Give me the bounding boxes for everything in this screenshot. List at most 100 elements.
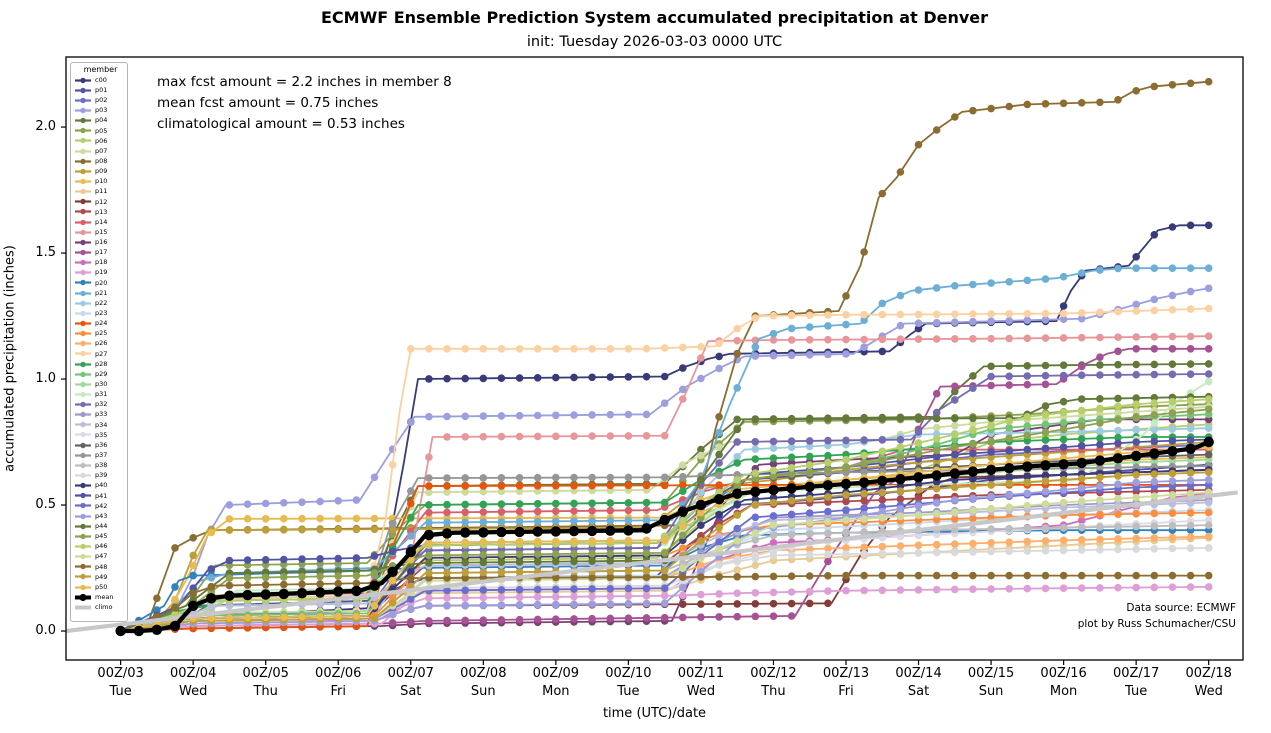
legend-swatch-p38 — [75, 462, 91, 469]
x-tick-label-time: 00Z/06 — [315, 666, 362, 681]
x-tick-label-time: 00Z/10 — [605, 666, 652, 681]
legend-swatch-p25 — [75, 330, 91, 337]
legend-label-p30: p30 — [95, 380, 108, 389]
legend-entry-p14: p14 — [74, 217, 127, 227]
legend-label-p45: p45 — [95, 532, 108, 541]
legend-swatch-p08 — [75, 158, 91, 164]
x-tick-label-time: 00Z/11 — [677, 666, 725, 681]
legend-label-p34: p34 — [95, 420, 108, 429]
legend-label-p41: p41 — [95, 491, 108, 500]
legend-label-p28: p28 — [95, 359, 108, 368]
x-tick-label-weekday: Tue — [617, 684, 640, 699]
legend-swatch-p34 — [75, 422, 91, 428]
x-tick-label-weekday: Thu — [253, 684, 278, 699]
legend-swatch-p23 — [75, 310, 91, 316]
legend-label-p35: p35 — [95, 430, 108, 439]
legend-label-p37: p37 — [95, 451, 108, 460]
legend-entry-p18: p18 — [74, 258, 127, 268]
legend-entry-p34: p34 — [74, 420, 127, 430]
legend-entry-p12: p12 — [74, 197, 127, 207]
x-tick-label-time: 00Z/03 — [97, 666, 144, 681]
legend-swatch-p20 — [75, 280, 91, 286]
x-tick-label-weekday: Wed — [178, 684, 208, 699]
legend-entry-p02: p02 — [74, 95, 127, 105]
legend-entry-p21: p21 — [74, 288, 127, 298]
legend-entry-p24: p24 — [74, 318, 127, 328]
legend-swatch-p17 — [75, 249, 91, 256]
legend-swatch-p32 — [75, 401, 91, 408]
legend-label-p48: p48 — [95, 562, 108, 571]
legend-label-p10: p10 — [95, 177, 108, 186]
legend-entry-p41: p41 — [74, 491, 127, 501]
legend-entry-p45: p45 — [74, 531, 127, 541]
legend-swatch-p06 — [75, 138, 91, 144]
legend-entry-p36: p36 — [74, 440, 127, 450]
legend-swatch-p04 — [75, 117, 91, 124]
legend-swatch-p14 — [75, 219, 91, 225]
legend-label-p44: p44 — [95, 522, 108, 530]
legend-swatch-mean — [75, 593, 91, 601]
annotation-max-amount: max fcst amount = 2.2 inches in member 8 — [157, 74, 452, 90]
legend-label-p17: p17 — [95, 248, 108, 257]
x-tick-label-time: 00Z/09 — [532, 666, 580, 681]
legend-swatch-p19 — [75, 270, 91, 276]
legend-entry-p44: p44 — [74, 521, 127, 531]
legend-entry-p13: p13 — [74, 207, 127, 217]
legend-entry-p05: p05 — [74, 126, 127, 136]
x-tick-label-time: 00Z/18 — [1185, 666, 1232, 681]
legend-entry-p27: p27 — [74, 349, 127, 359]
legend-label-p20: p20 — [95, 278, 108, 287]
legend-entry-p04: p04 — [74, 116, 127, 126]
y-tick-label: 0.5 — [35, 497, 56, 513]
legend-swatch-p13 — [75, 209, 91, 215]
legend-entry-p03: p03 — [74, 105, 127, 115]
legend-entry-p40: p40 — [74, 481, 127, 491]
legend-rows: c00 p01 p02 p03 p04 p05 p06 p07 p08 p09 p10 p11 p12 p… — [74, 75, 127, 612]
x-tick-label-weekday: Wed — [1194, 684, 1223, 699]
legend-entry-p43: p43 — [74, 511, 127, 521]
legend-entry-p08: p08 — [74, 156, 127, 166]
x-tick-label-weekday: Tue — [109, 684, 132, 699]
legend-entry-c00: c00 — [74, 75, 127, 85]
legend-swatch-p39 — [75, 472, 91, 479]
legend-label-p01: p01 — [95, 85, 108, 94]
legend-entry-p33: p33 — [74, 410, 127, 420]
legend-entry-p11: p11 — [74, 187, 127, 197]
legend-label-p12: p12 — [95, 197, 108, 206]
x-tick-label-weekday: Fri — [838, 684, 854, 699]
legend-swatch-p50 — [75, 584, 91, 590]
legend-swatch-p37 — [75, 452, 91, 458]
x-axis-label: time (UTC)/date — [602, 706, 707, 721]
x-tick-label-weekday: Fri — [330, 684, 346, 699]
series-p49-line — [120, 471, 1209, 632]
x-tick-label-weekday: Wed — [686, 684, 716, 699]
legend-entry-p10: p10 — [74, 176, 127, 186]
legend-swatch-p24 — [75, 320, 91, 327]
credits: Data source: ECMWF plot by Russ Schumach… — [1078, 601, 1236, 632]
legend-label-p25: p25 — [95, 329, 108, 338]
legend-entry-p16: p16 — [74, 237, 127, 247]
x-tick-label-time: 00Z/13 — [822, 666, 870, 681]
legend-entry-p46: p46 — [74, 541, 127, 551]
legend-label-p27: p27 — [95, 349, 108, 358]
legend-entry-p35: p35 — [74, 430, 127, 440]
legend-swatch-p02 — [75, 97, 91, 104]
legend-label-p18: p18 — [95, 258, 108, 267]
legend-label-c00: c00 — [95, 75, 107, 84]
legend-entry-p19: p19 — [74, 268, 127, 278]
legend-label-p16: p16 — [95, 238, 108, 247]
y-tick-label: 1.0 — [35, 371, 56, 387]
legend-entry-p22: p22 — [74, 298, 127, 308]
legend-label-p42: p42 — [95, 501, 108, 510]
legend-label-p07: p07 — [95, 146, 108, 155]
legend-swatch-p03 — [75, 107, 91, 114]
x-tick-label-time: 00Z/17 — [1112, 666, 1160, 681]
legend-entry-p31: p31 — [74, 389, 127, 399]
legend-label-p06: p06 — [95, 136, 108, 145]
legend-label-p14: p14 — [95, 217, 108, 226]
legend-swatch-p29 — [75, 371, 91, 377]
legend-label-p11: p11 — [95, 187, 108, 196]
legend-swatch-p22 — [75, 300, 91, 306]
legend-label-p33: p33 — [95, 410, 108, 419]
